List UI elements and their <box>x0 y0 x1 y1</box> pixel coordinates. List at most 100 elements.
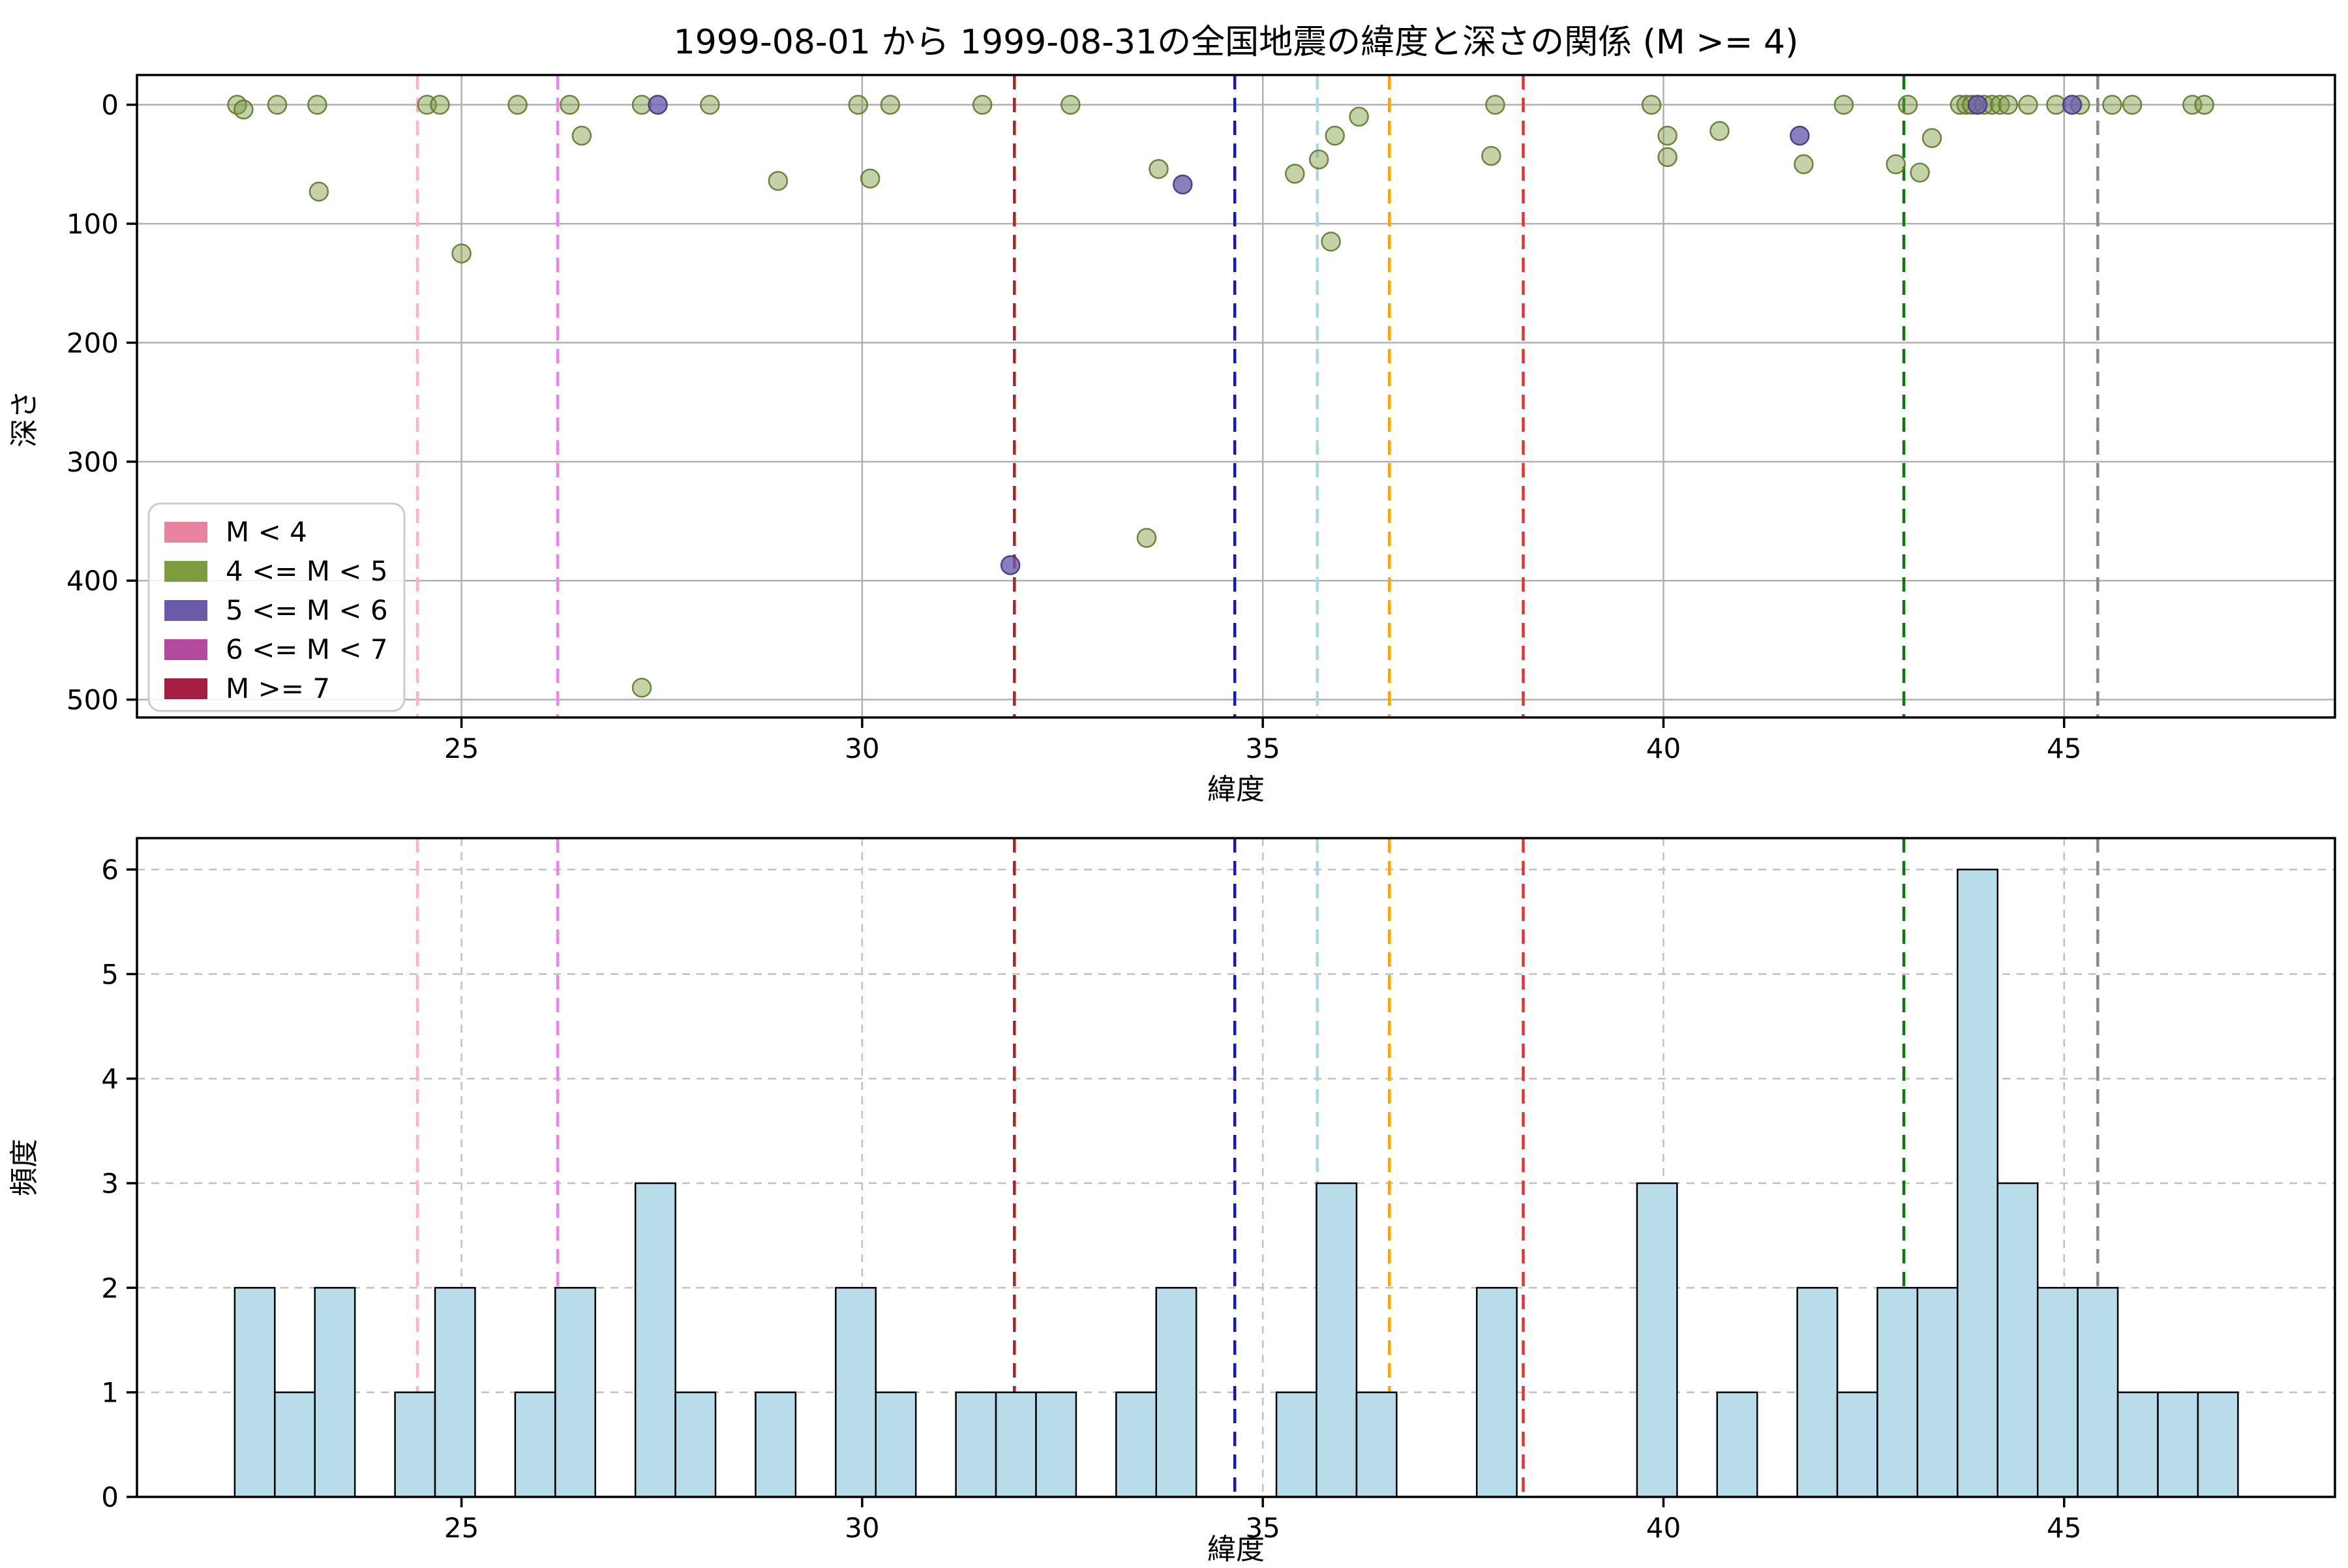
x-tick-label: 35 <box>1245 732 1280 764</box>
scatter-point <box>309 181 329 202</box>
x-tick-label: 45 <box>2047 1512 2081 1544</box>
scatter-point <box>1921 128 1942 148</box>
scatter-point <box>1308 149 1329 170</box>
hist-bar <box>1957 868 1999 1498</box>
legend-entry-label: 5 <= M < 6 <box>226 594 388 626</box>
scatter-point <box>1790 125 1810 146</box>
x-tick-label: 25 <box>444 1512 479 1544</box>
hist-bar <box>2197 1391 2239 1498</box>
hist-bar <box>1796 1287 1839 1498</box>
scatter-point <box>2102 95 2122 115</box>
scatter-point <box>560 95 580 115</box>
hist-bar <box>314 1287 356 1498</box>
hist-bar <box>2116 1391 2159 1498</box>
hist-yaxis-label: 頻度 <box>8 1139 41 1196</box>
scatter-point <box>1709 121 1730 141</box>
scatter-point <box>1173 174 1193 195</box>
hist-bar <box>394 1391 436 1498</box>
x-tick-label: 40 <box>1646 1512 1681 1544</box>
scatter-point <box>1657 147 1678 168</box>
scatter-point <box>1833 95 1854 115</box>
hist-bar <box>1916 1287 1959 1498</box>
legend-swatch <box>164 561 207 582</box>
y-tick-label: 1 <box>101 1377 119 1409</box>
scatter-point <box>648 95 668 115</box>
hist-xaxis-label: 緯度 <box>1207 1533 1265 1565</box>
scatter-point <box>700 95 720 115</box>
y-tick-label: 500 <box>67 684 119 716</box>
chart-title: 1999-08-01 から 1999-08-31の全国地震の緯度と深さの関係 (… <box>674 23 1799 62</box>
scatter-point <box>571 125 592 146</box>
x-tick-label: 25 <box>444 732 479 764</box>
y-tick-label: 100 <box>67 208 119 240</box>
y-tick-label: 200 <box>67 327 119 359</box>
legend-entry-label: 6 <= M < 7 <box>226 633 388 665</box>
y-tick-label: 300 <box>67 446 119 478</box>
legend-frame <box>147 502 406 712</box>
hist-bar <box>274 1391 316 1498</box>
hist-bar <box>1996 1182 2039 1498</box>
hist-bar <box>1636 1182 1678 1498</box>
plot-border <box>136 74 2336 719</box>
plot-border <box>136 837 2336 1498</box>
scatter-point <box>451 243 472 264</box>
hist-bar <box>995 1391 1037 1498</box>
hist-bar <box>634 1182 676 1498</box>
y-tick-label: 400 <box>67 565 119 597</box>
scatter-point <box>1000 555 1021 575</box>
x-tick-label: 35 <box>1245 1512 1280 1544</box>
scatter-point <box>1285 164 1305 184</box>
scatter-point <box>1321 232 1341 252</box>
legend-entry-label: M >= 7 <box>226 672 330 704</box>
scatter-point <box>880 95 901 115</box>
scatter-point <box>1886 154 1906 175</box>
legend-entry-label: M < 4 <box>226 516 307 548</box>
scatter-point <box>848 95 868 115</box>
x-tick-label: 30 <box>845 732 879 764</box>
scatter-point <box>1897 95 1918 115</box>
hist-bar <box>2157 1391 2199 1498</box>
scatter-point <box>1998 95 2018 115</box>
scatter-point <box>860 168 880 188</box>
hist-bar <box>1355 1391 1398 1498</box>
scatter-point <box>267 95 288 115</box>
y-tick-label: 2 <box>101 1272 119 1304</box>
scatter-point <box>307 95 327 115</box>
hist-bar <box>1035 1391 1077 1498</box>
hist-bar <box>674 1391 717 1498</box>
scatter-point <box>1485 95 1505 115</box>
scatter-point <box>1794 154 1814 175</box>
scatter-point <box>2062 95 2083 115</box>
scatter-point <box>430 95 450 115</box>
x-tick-label: 45 <box>2047 732 2081 764</box>
legend-swatch <box>164 522 207 543</box>
hist-bar <box>1836 1391 1878 1498</box>
y-tick-label: 3 <box>101 1168 119 1199</box>
hist-bar <box>1155 1287 1197 1498</box>
scatter-point <box>1149 158 1169 179</box>
legend-swatch <box>164 600 207 621</box>
scatter-point <box>1641 95 1662 115</box>
hist-bar <box>233 1287 276 1498</box>
scatter-point <box>507 95 528 115</box>
scatter-point <box>1136 528 1157 548</box>
scatter-plot: 25 30 35 40 45 0 100 200 300 400 500 M < 4 4 <= M < … <box>67 74 2336 764</box>
hist-bar <box>875 1391 917 1498</box>
scatter-point <box>2018 95 2038 115</box>
hist-bar <box>835 1287 877 1498</box>
y-tick-label: 0 <box>101 1481 119 1513</box>
hist-bar <box>554 1287 596 1498</box>
hist-bar <box>755 1391 797 1498</box>
hist-bar <box>1716 1391 1758 1498</box>
scatter-point <box>1061 95 1081 115</box>
y-tick-label: 0 <box>101 89 119 121</box>
hist-bar <box>1876 1287 1919 1498</box>
x-tick-label: 30 <box>845 1512 879 1544</box>
hist-bar <box>1475 1287 1518 1498</box>
hist-bar <box>2036 1287 2079 1498</box>
y-tick-label: 6 <box>101 854 119 886</box>
scatter-point <box>2194 95 2214 115</box>
